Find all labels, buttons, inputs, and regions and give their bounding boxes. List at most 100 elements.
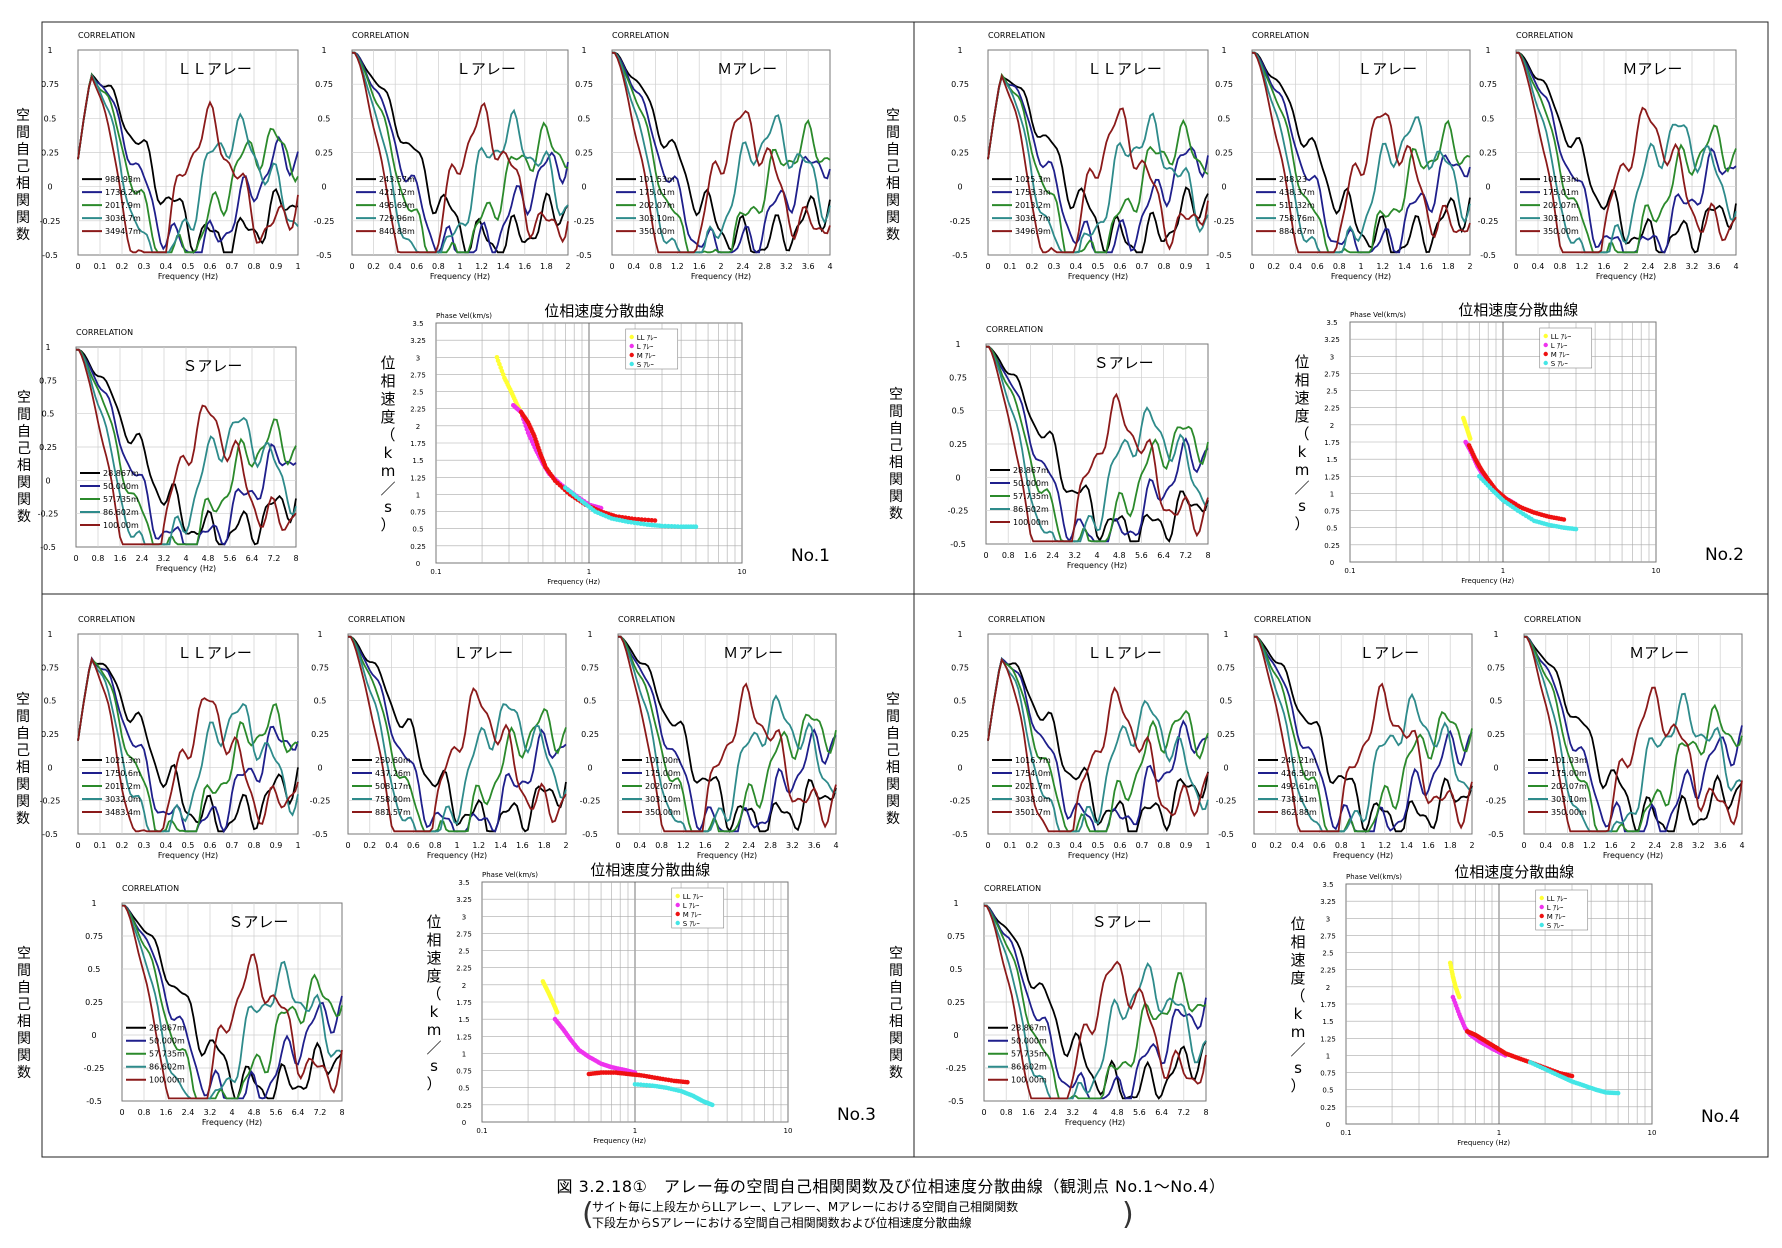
spac-y-axis-label: 己	[886, 743, 900, 759]
spac-curve-3	[1254, 635, 1473, 833]
spac-curve-5	[77, 656, 299, 833]
legend-label: M ｱﾚｰ	[1551, 351, 1570, 359]
x-tick-label: 0.7	[226, 262, 239, 271]
spac-curve-5	[76, 348, 297, 546]
y-tick-label: 1	[957, 46, 962, 55]
y-tick-label: 0.75	[951, 663, 969, 672]
legend-label: 243.57m	[379, 175, 415, 184]
correlation-label: CORRELATION	[612, 31, 669, 40]
x-tick-label: 0	[1521, 841, 1526, 850]
y-tick-label: 0.75	[947, 932, 965, 941]
x-tick-label: 1.6	[1022, 1108, 1035, 1117]
panel-title: Ｍアレー	[717, 60, 777, 78]
y-tick-label: -0.25	[314, 217, 335, 226]
x-tick-label: 0	[75, 262, 80, 271]
spac-y-axis-label: 間	[889, 404, 903, 420]
legend-label: 86.602m	[103, 508, 139, 517]
x-tick-label: 7.2	[1177, 1108, 1190, 1117]
legend-marker	[629, 343, 634, 349]
x-tick-label: 3.2	[786, 841, 799, 850]
y-tick-label: -0.5	[1218, 830, 1234, 839]
x-tick-label: 0.6	[410, 262, 423, 271]
y-axis-label-char: 相	[1294, 371, 1309, 389]
spac-y-axis-label: 数	[17, 509, 31, 525]
dispersion-point-4	[659, 523, 665, 529]
x-tick-label: 3.2	[1686, 262, 1699, 271]
y-tick-label: 0.75	[410, 509, 426, 517]
y-tick-label: -0.5	[42, 830, 58, 839]
x-tick-label: 1	[1497, 1129, 1501, 1137]
y-axis-label-char: 速	[1294, 389, 1309, 407]
x-tick-label: 4.8	[202, 554, 215, 563]
spac-curve-1	[1254, 635, 1473, 834]
y-tick-label: 3	[1326, 915, 1330, 923]
legend-label: 303.10m	[639, 214, 675, 223]
x-tick-label: 1.8	[1444, 841, 1457, 850]
spac-y-axis-label: 間	[889, 963, 903, 979]
x-tick-label: 0	[1251, 841, 1256, 850]
panel-title: Ｌアレー	[1359, 644, 1419, 662]
y-axis-label-char: s	[384, 498, 392, 516]
y-tick-label: 0.25	[1320, 1104, 1336, 1112]
y-tick-label: 0.5	[1482, 114, 1495, 123]
x-tick-label: 1.6	[1024, 551, 1037, 560]
x-tick-label: 0.4	[160, 841, 173, 850]
spac-curve-5	[1523, 635, 1743, 833]
legend-label: 202.07m	[639, 201, 675, 210]
x-tick-label: 0.4	[1289, 262, 1302, 271]
spac-panel-3-3: 1 0.75 0.5 0.25 0 -0.25 -0.5 0 0.4 0.8 1.2 1.6 2 2.4 2…	[580, 615, 839, 860]
spac-panel-4-3: 1 0.75 0.5 0.25 0 -0.25 -0.5 0 0.4 0.8 1.2 1.6 2 2.4 2…	[1486, 615, 1745, 860]
y-tick-label: 0.5	[952, 407, 965, 416]
x-tick-label: 4	[229, 1108, 234, 1117]
y-tick-label: -0.5	[40, 543, 56, 552]
y-tick-label: 0.75	[1217, 663, 1235, 672]
y-tick-label: 0.5	[578, 114, 591, 123]
x-tick-label: 1	[1358, 262, 1363, 271]
x-tick-label: 2.8	[1670, 841, 1683, 850]
spac-y-axis-label: 相	[17, 458, 31, 474]
legend-label: 437.26m	[375, 769, 411, 778]
x-tick-label: 0.6	[1114, 262, 1127, 271]
x-axis-label: Frequency (Hz)	[691, 272, 751, 281]
x-tick-label: 0.5	[1092, 262, 1105, 271]
panel-title: Ｌアレー	[1357, 60, 1417, 78]
legend-label: S ｱﾚｰ	[683, 920, 701, 928]
y-tick-label: 0.5	[950, 965, 963, 974]
spac-y-axis-label: 空	[889, 946, 903, 962]
spac-y-axis-label: 数	[889, 1065, 903, 1081]
y-axis-label-char: k	[430, 1003, 439, 1021]
y-axis-label-char: 度	[1294, 407, 1309, 425]
x-tick-label: 1.6	[518, 262, 531, 271]
legend-label: 350.00m	[1543, 227, 1579, 236]
x-tick-label: 10	[738, 568, 747, 576]
x-tick-label: 2	[563, 841, 568, 850]
spac-curve-5	[77, 74, 299, 254]
x-tick-label: 1	[1360, 841, 1365, 850]
legend-label: 438.37m	[1279, 188, 1315, 197]
spac-y-axis-label: 相	[16, 176, 30, 192]
x-tick-label: 2	[1623, 262, 1628, 271]
legend-label: 28.867m	[1013, 466, 1049, 475]
y-tick-label: 0	[45, 476, 50, 485]
legend-label: L ｱﾚｰ	[1551, 342, 1568, 350]
x-tick-label: 1.6	[1420, 262, 1433, 271]
x-tick-label: 0	[985, 262, 990, 271]
y-tick-label: 1.25	[410, 474, 426, 482]
legend-label: 28.867m	[103, 469, 139, 478]
spac-curve-3	[986, 345, 1209, 543]
y-tick-label: -0.5	[316, 251, 332, 260]
y-axis-label-char: 相	[380, 372, 395, 390]
spac-y-axis-label: 空	[16, 692, 30, 708]
y-tick-label: 0.75	[311, 663, 329, 672]
correlation-label: CORRELATION	[78, 31, 135, 40]
x-tick-label: 0.3	[1048, 841, 1061, 850]
y-tick-label: 2	[1330, 422, 1334, 430]
x-tick-label: 1.6	[114, 554, 127, 563]
legend-label: 1016.7m	[1015, 756, 1051, 765]
y-tick-label: 1.5	[412, 457, 423, 465]
x-tick-label: 1	[454, 841, 459, 850]
correlation-label: CORRELATION	[76, 328, 133, 337]
y-tick-label: 0	[581, 183, 586, 192]
legend-label: 303.10m	[1551, 795, 1587, 804]
x-tick-label: 7.2	[1179, 551, 1192, 560]
